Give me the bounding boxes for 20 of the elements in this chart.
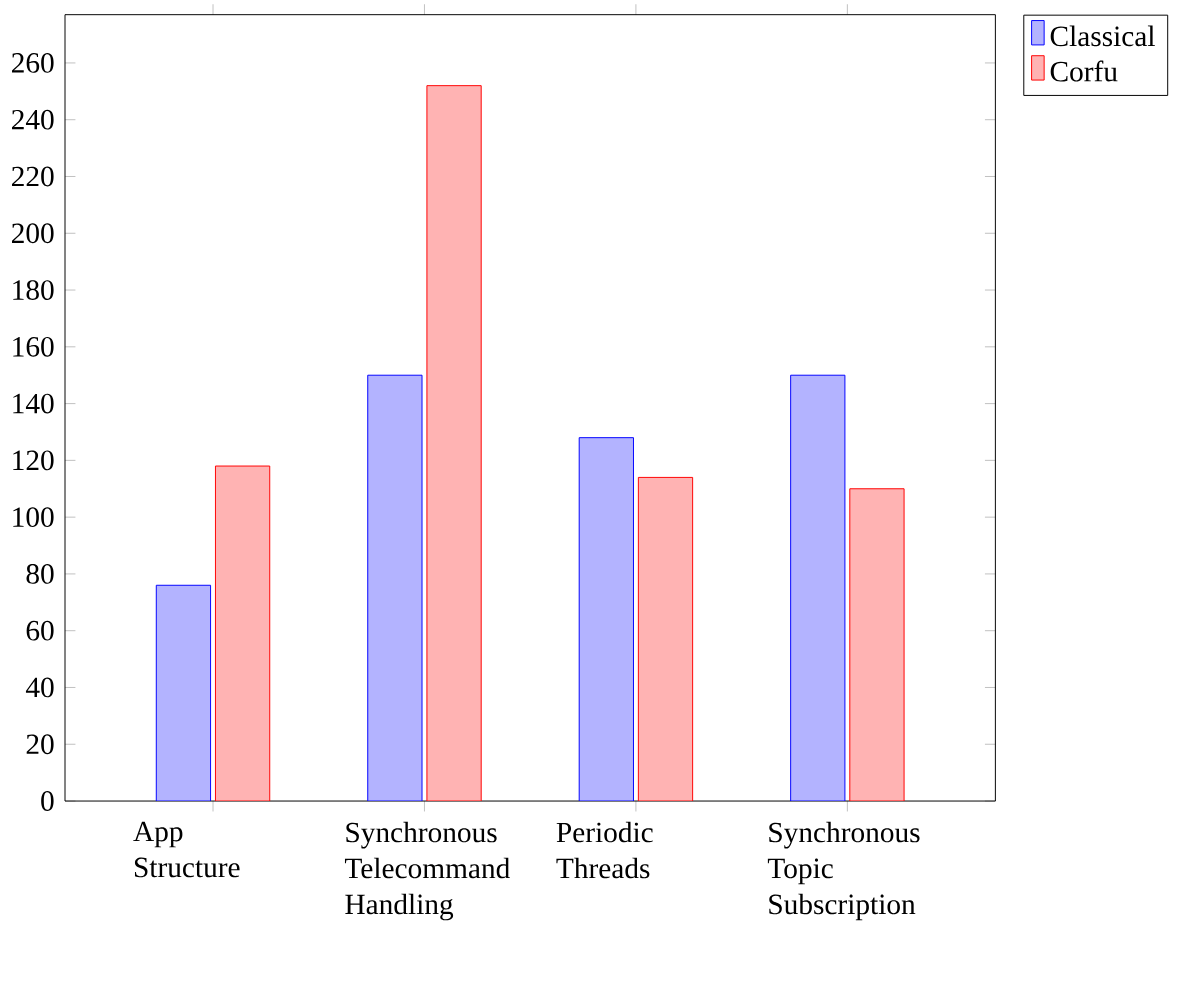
- x-tick-label: App Structure: [133, 821, 240, 878]
- y-tick-label: 100: [13, 507, 54, 528]
- y-tick-label: 200: [12, 223, 54, 244]
- legend-label: Classical: [1050, 25, 1155, 47]
- y-tick-label: 40: [25, 677, 54, 698]
- y-tick-label: 120: [13, 450, 54, 471]
- x-tick-label: Synchronous Topic Subscription: [767, 821, 920, 921]
- y-tick-label: 260: [12, 53, 54, 73]
- x-tick-label: Synchronous Telecommand Handling: [344, 821, 510, 921]
- y-tick-label: 240: [12, 109, 54, 130]
- y-tick-label: 0: [41, 791, 54, 811]
- legend-label: Corfu: [1050, 60, 1118, 82]
- y-tick-label: 160: [13, 336, 54, 357]
- y-tick-label: 80: [26, 564, 54, 584]
- y-tick-label: 20: [26, 734, 54, 755]
- y-tick-label: 220: [12, 166, 54, 187]
- y-tick-label: 60: [26, 620, 54, 641]
- x-tick-label: Periodic Threads: [556, 821, 653, 879]
- y-tick-label: 140: [13, 393, 54, 414]
- y-tick-label: 180: [13, 280, 54, 300]
